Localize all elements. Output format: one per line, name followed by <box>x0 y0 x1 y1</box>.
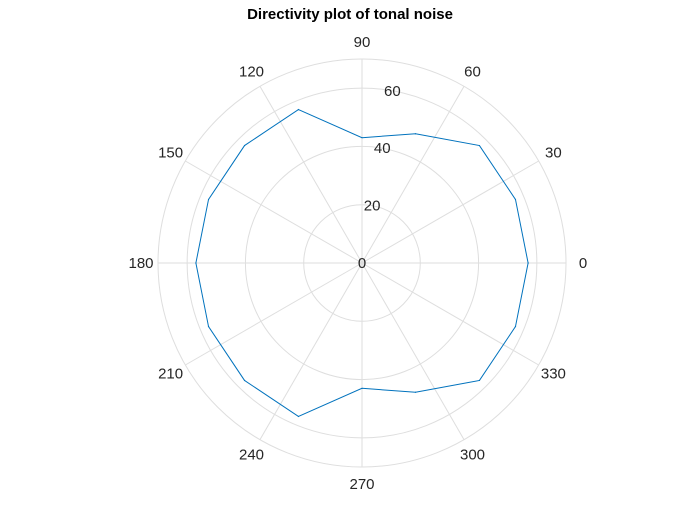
r-tick-label: 40 <box>374 140 391 157</box>
data-point <box>243 144 246 147</box>
theta-gridline <box>361 160 539 264</box>
theta-gridline <box>361 262 465 440</box>
theta-tick-label: 120 <box>239 64 264 81</box>
theta-tick-label: 60 <box>464 64 481 81</box>
data-point <box>414 391 417 393</box>
theta-tick-label: 270 <box>349 476 374 493</box>
theta-tick-labels: 0 30 60 90 120 150 180 210 240 270 300 330 <box>128 34 587 493</box>
data-point <box>478 379 481 382</box>
data-point <box>514 198 517 201</box>
data-point <box>514 325 517 328</box>
theta-tick-label: 30 <box>545 145 562 162</box>
data-point <box>414 133 417 135</box>
theta-gridline <box>185 262 363 366</box>
chart-title: Directivity plot of tonal noise <box>247 6 453 23</box>
theta-tick-label: 300 <box>460 446 485 463</box>
theta-gridline <box>259 262 363 440</box>
r-tick-label: 20 <box>364 198 381 215</box>
theta-tick-label: 330 <box>541 366 566 383</box>
r-gridline <box>186 87 538 439</box>
data-point <box>297 415 300 418</box>
theta-gridline <box>361 262 539 366</box>
theta-gridline <box>185 160 363 264</box>
r-tick-label: 0 <box>358 255 366 272</box>
theta-tick-label: 180 <box>128 255 153 272</box>
data-point <box>243 379 246 382</box>
data-point <box>361 137 363 139</box>
data-point <box>207 198 210 201</box>
r-tick-labels: 0 20 40 60 <box>358 83 401 272</box>
polar-grid <box>157 58 567 468</box>
r-gridline <box>303 204 421 322</box>
series-layer <box>195 108 529 418</box>
theta-tick-label: 90 <box>354 34 371 51</box>
polar-boundary <box>157 58 567 468</box>
theta-gridline <box>361 86 465 264</box>
theta-tick-label: 150 <box>158 145 183 162</box>
theta-tick-label: 210 <box>158 366 183 383</box>
data-point <box>478 144 481 147</box>
data-point <box>361 387 363 389</box>
theta-gridline <box>259 86 363 264</box>
data-point <box>527 262 529 264</box>
r-gridline <box>244 145 480 381</box>
theta-tick-label: 0 <box>579 255 587 272</box>
theta-tick-label: 240 <box>239 446 264 463</box>
data-point <box>195 262 197 264</box>
r-tick-label: 60 <box>384 83 401 100</box>
data-point <box>297 108 300 111</box>
data-point <box>207 325 210 328</box>
